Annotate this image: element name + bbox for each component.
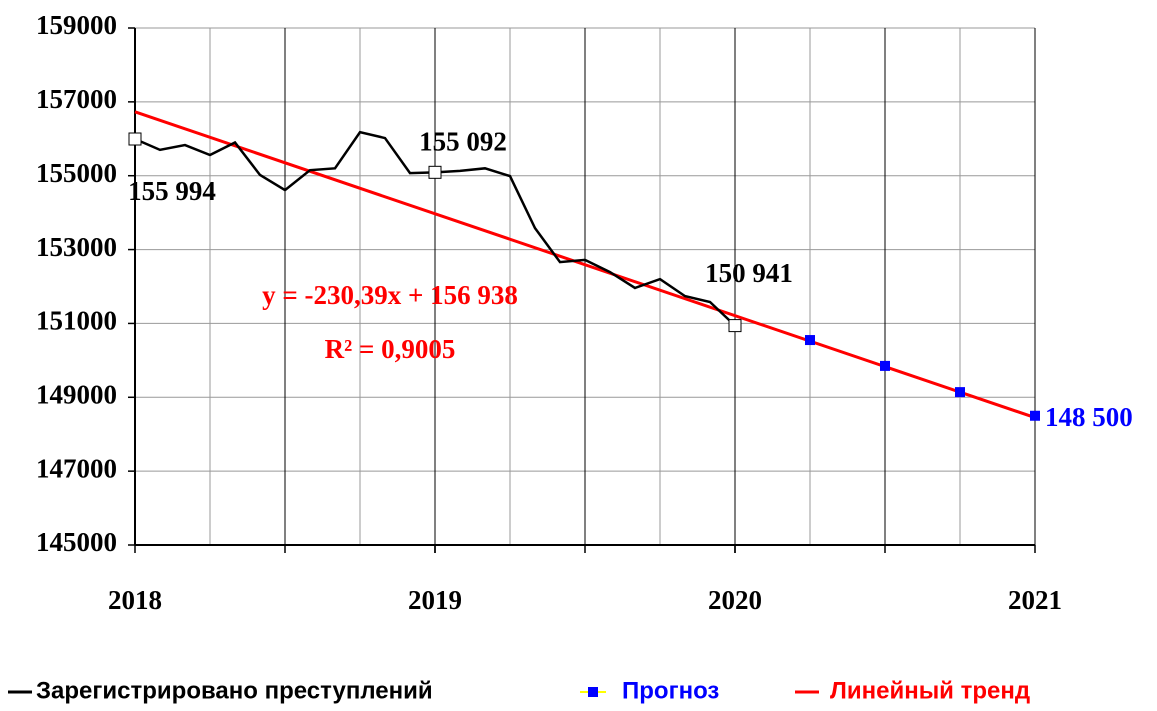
y-tick-label: 149000 (36, 379, 117, 409)
point-marker (128, 132, 142, 146)
legend-label: Линейный тренд (830, 677, 1030, 704)
y-tick-label: 155000 (36, 158, 117, 188)
y-tick-label: 159000 (36, 10, 117, 40)
y-tick-label: 145000 (36, 527, 117, 557)
y-tick-label: 153000 (36, 232, 117, 262)
y-tick-label: 147000 (36, 453, 117, 483)
point-marker (428, 165, 442, 179)
y-tick-label: 157000 (36, 84, 117, 114)
x-tick-label: 2021 (1008, 585, 1062, 615)
x-tick-label: 2019 (408, 585, 462, 615)
y-tick-label: 151000 (36, 306, 117, 336)
data-label: 150 941 (705, 258, 793, 288)
forecast-marker (805, 335, 815, 346)
data-label: 155 994 (128, 176, 216, 206)
forecast-marker (1030, 410, 1040, 421)
trend-equation: y = -230,39x + 156 938 (262, 280, 518, 310)
point-marker (728, 319, 742, 333)
legend-swatch (588, 687, 598, 697)
x-tick-label: 2018 (108, 585, 162, 615)
x-tick-label: 2020 (708, 585, 762, 615)
forecast-marker (955, 387, 965, 398)
forecast-marker (880, 360, 890, 371)
data-label: 155 092 (419, 127, 507, 157)
legend-label: Зарегистрировано преступлений (36, 677, 433, 704)
r-squared: R² = 0,9005 (325, 334, 456, 364)
legend-label: Прогноз (622, 677, 719, 704)
data-label: 148 500 (1045, 402, 1133, 432)
